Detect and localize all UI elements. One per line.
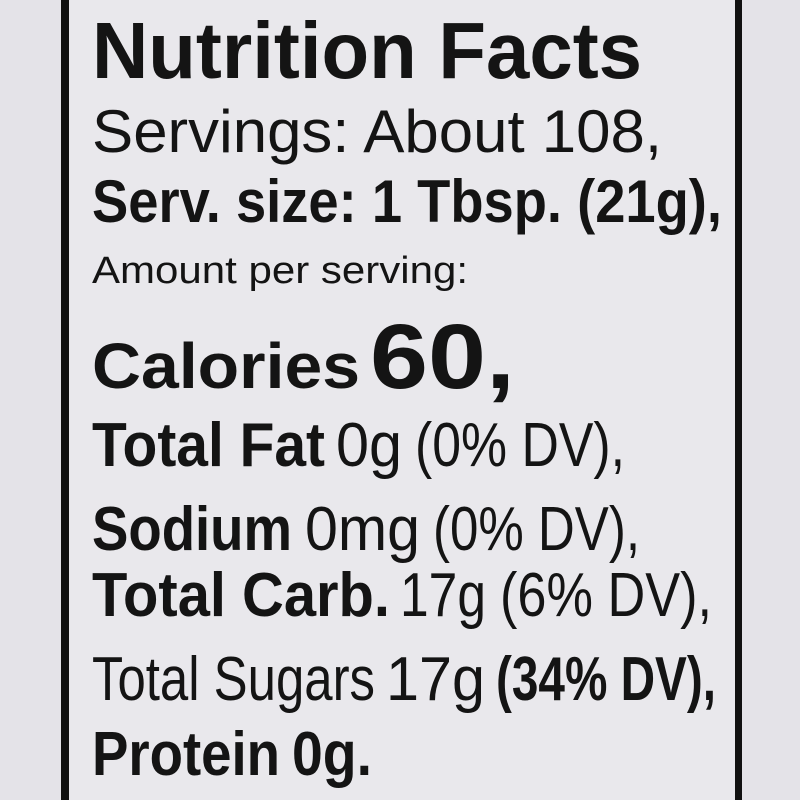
nutrient-name: Total Sugars xyxy=(92,645,375,714)
left-border xyxy=(61,0,69,800)
nutrient-dv: (0% DV), xyxy=(415,411,625,480)
amount-per-serving: Amount per serving: xyxy=(92,250,468,292)
serving-size: Serv. size: 1 Tbsp. (21g), xyxy=(92,168,722,235)
nutrient-amount: 17g xyxy=(386,645,485,714)
servings: Servings: About 108, xyxy=(92,98,662,165)
title: Nutrition Facts xyxy=(92,6,642,95)
calories-value: 60, xyxy=(370,306,515,408)
nutrient-name: Protein xyxy=(92,720,280,789)
right-border xyxy=(735,0,742,800)
nutrient-name: Sodium xyxy=(92,495,292,564)
nutrient-dv: (34% DV), xyxy=(496,645,716,714)
label-panel xyxy=(68,0,738,800)
nutrient-dv: (0% DV), xyxy=(433,495,640,564)
nutrient-amount: 0g xyxy=(336,411,402,480)
nutrient-name: Total Carb. xyxy=(92,561,390,630)
nutrient-amount: 0g. xyxy=(292,720,372,789)
nutrient-dv: (6% DV), xyxy=(500,561,712,630)
calories-label: Calories xyxy=(92,330,360,402)
nutrient-name: Total Fat xyxy=(92,411,325,480)
nutrient-amount: 17g xyxy=(400,561,486,630)
nutrient-amount: 0mg xyxy=(305,495,420,564)
